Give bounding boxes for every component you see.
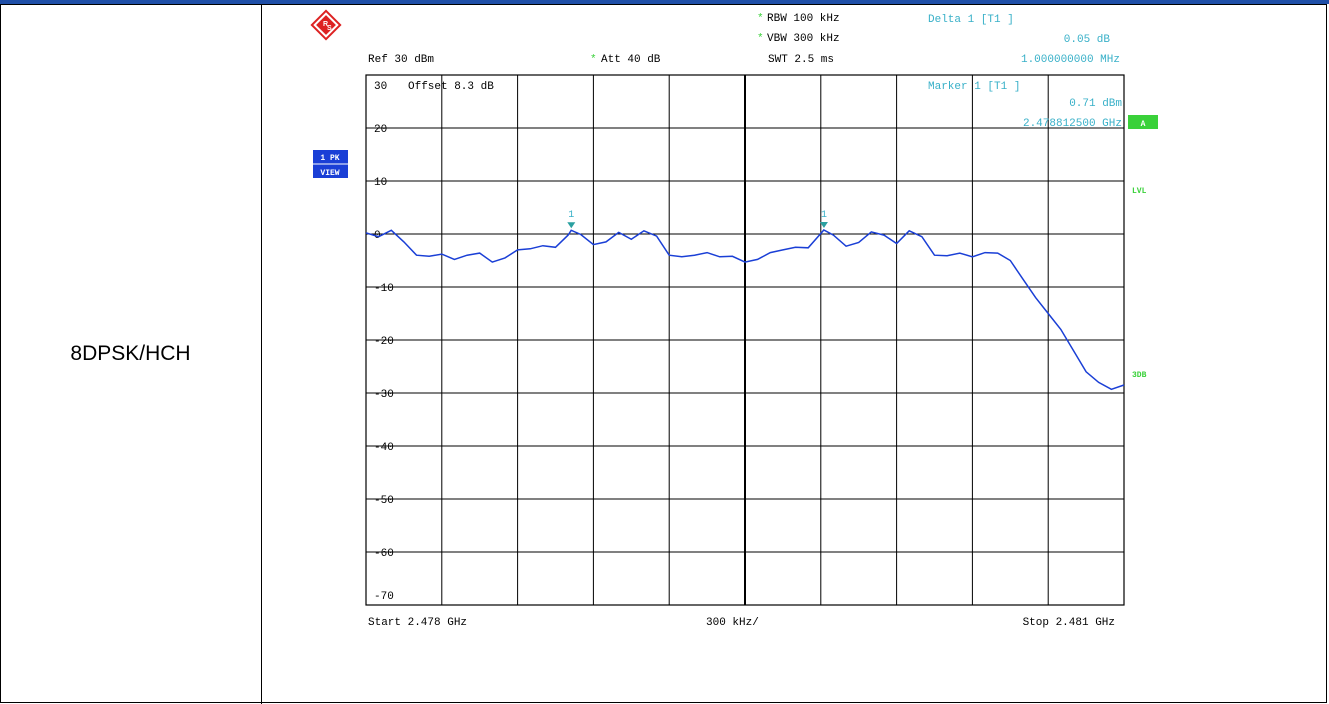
attenuation-readout: Att 40 dB: [601, 54, 661, 66]
attenuation-star: *: [590, 54, 597, 66]
table-cell-border: [0, 4, 1327, 703]
delta-marker-title: Delta 1 [T1 ]: [928, 14, 1014, 26]
y-tick-label: -20: [374, 336, 394, 348]
y-tick-label: -40: [374, 442, 394, 454]
stop-frequency-label: Stop 2.481 GHz: [1023, 617, 1115, 629]
svg-text:S: S: [327, 25, 332, 32]
y-tick-label: 20: [374, 124, 387, 136]
trace-a-badge: [1128, 115, 1158, 129]
delta-marker-triangle: [819, 221, 828, 228]
spectrum-trace: [365, 229, 1125, 391]
marker-level: 0.71 dBm: [1069, 98, 1122, 110]
marker-number-label: 1: [821, 210, 827, 221]
marker-1-triangle: [567, 222, 576, 229]
delta-marker-frequency: 1.000000000 MHz: [1021, 54, 1120, 66]
trace-a-label: A: [1141, 120, 1146, 129]
y-tick-label: 30: [374, 81, 387, 93]
trace-line: [365, 229, 1125, 391]
y-tick-label: -60: [374, 548, 394, 560]
level-indicator-label: LVL: [1132, 187, 1147, 196]
mode-label-cell: 8DPSK/HCH: [0, 4, 261, 704]
trace-mode-label: 1 PK: [320, 154, 339, 163]
sweep-time-readout: SWT 2.5 ms: [768, 54, 834, 66]
column-divider: [261, 4, 262, 704]
rohde-schwarz-logo-icon: R S: [310, 9, 342, 41]
rbw-readout: RBW 100 kHz: [767, 13, 840, 25]
y-tick-label: -50: [374, 495, 394, 507]
trace-view-label: VIEW: [320, 169, 339, 178]
plot-grid: [365, 74, 1125, 606]
y-tick-label: -10: [374, 283, 394, 295]
reference-level-readout: Ref 30 dBm: [368, 54, 434, 66]
top-border-bar: [0, 0, 1329, 4]
span-per-division-label: 300 kHz/: [706, 617, 759, 629]
marker-frequency: 2.478812500 GHz: [1023, 118, 1122, 130]
marker-number-label: 1: [568, 210, 574, 221]
delta-marker-level: 0.05 dB: [1064, 34, 1111, 46]
y-tick-label: -70: [374, 591, 394, 603]
svg-text:R: R: [323, 21, 328, 28]
vbw-star: *: [757, 33, 764, 45]
marker-title: Marker 1 [T1 ]: [928, 81, 1020, 93]
vbw-readout: VBW 300 kHz: [767, 33, 840, 45]
mode-label: 8DPSK/HCH: [70, 342, 191, 365]
y-tick-label: -30: [374, 389, 394, 401]
y-tick-label: 10: [374, 177, 387, 189]
threshold-3db-label: 3DB: [1132, 371, 1147, 380]
start-frequency-label: Start 2.478 GHz: [368, 617, 467, 629]
offset-readout: Offset 8.3 dB: [408, 81, 494, 93]
rbw-star: *: [757, 13, 764, 25]
